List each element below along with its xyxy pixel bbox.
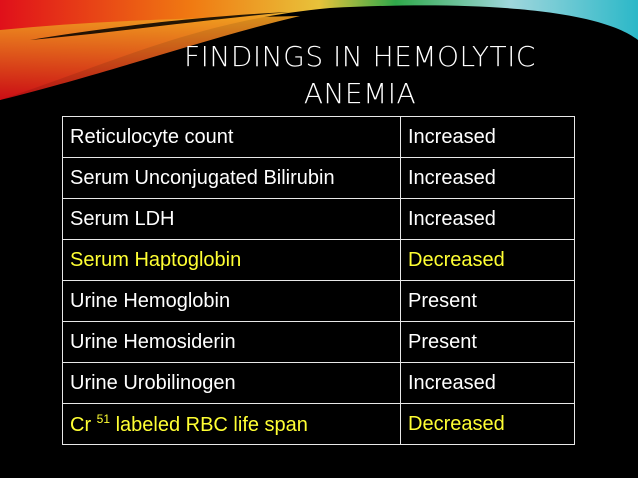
table-row: Reticulocyte count Increased <box>62 116 575 158</box>
result-cell: Increased <box>400 157 575 199</box>
table-row: Urine Urobilinogen Increased <box>62 362 575 404</box>
finding-suffix: labeled RBC life span <box>115 413 308 436</box>
table-row: Cr 51 labeled RBC life span Decreased <box>62 403 575 445</box>
table-row: Urine Hemoglobin Present <box>62 280 575 322</box>
table-row: Urine Hemosiderin Present <box>62 321 575 363</box>
finding-prefix: Cr <box>70 413 92 436</box>
title-line-2: ANEMIA <box>303 77 417 110</box>
table-row: Serum LDH Increased <box>62 198 575 240</box>
result-cell: Increased <box>400 116 575 158</box>
isotope-superscript: 51 <box>96 411 111 426</box>
finding-cell: Serum Unconjugated Bilirubin <box>62 157 401 199</box>
decorative-swoosh-banner <box>0 0 638 100</box>
finding-cell: Serum LDH <box>62 198 401 240</box>
result-cell: Increased <box>400 198 575 240</box>
finding-cell: Reticulocyte count <box>62 116 401 158</box>
finding-cell: Serum Haptoglobin <box>62 239 401 281</box>
slide-title: FINDINGS IN HEMOLYTIC ANEMIA <box>150 38 570 112</box>
result-cell: Present <box>400 321 575 363</box>
result-cell: Decreased <box>400 239 575 281</box>
table-row: Serum Haptoglobin Decreased <box>62 239 575 281</box>
finding-cell: Urine Hemoglobin <box>62 280 401 322</box>
finding-cell: Urine Urobilinogen <box>62 362 401 404</box>
finding-cell: Urine Hemosiderin <box>62 321 401 363</box>
title-line-1: FINDINGS IN HEMOLYTIC <box>184 40 536 73</box>
result-cell: Decreased <box>400 403 575 445</box>
result-cell: Present <box>400 280 575 322</box>
finding-cell: Cr 51 labeled RBC life span <box>62 403 401 445</box>
findings-table: Reticulocyte count Increased Serum Unconju… <box>62 116 575 445</box>
result-cell: Increased <box>400 362 575 404</box>
table-row: Serum Unconjugated Bilirubin Increased <box>62 157 575 199</box>
